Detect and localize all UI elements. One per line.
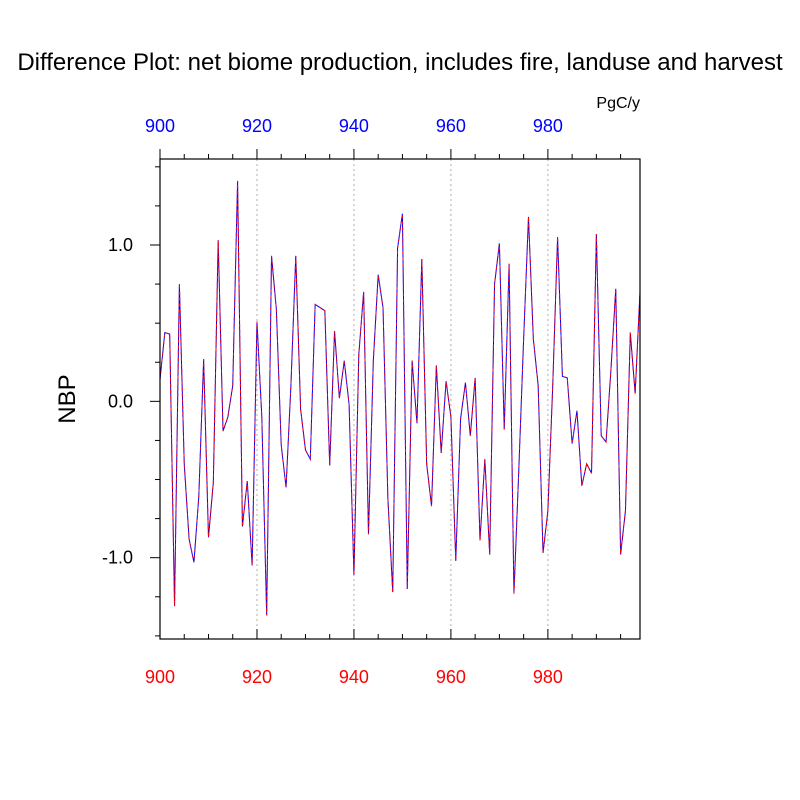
series-line-dashed bbox=[159, 180, 641, 616]
y-axis-label: NBP bbox=[54, 374, 81, 423]
x-tick-label-bottom: 940 bbox=[339, 667, 369, 687]
series-layer bbox=[159, 180, 641, 616]
units-label: PgC/y bbox=[596, 95, 640, 112]
x-tick-label-bottom: 980 bbox=[533, 667, 563, 687]
x-tick-label-top: 920 bbox=[242, 116, 272, 136]
x-tick-label-top: 960 bbox=[436, 116, 466, 136]
plot-frame bbox=[159, 158, 641, 640]
x-tick-label-top: 900 bbox=[145, 116, 175, 136]
x-tick-label-bottom: 920 bbox=[242, 667, 272, 687]
axis-ticks bbox=[150, 149, 622, 639]
series-line-solid bbox=[159, 180, 641, 616]
tick-labels: 900 900 920 920 940 940 960 960 980 980 -1.0 0.0 1.0 bbox=[102, 116, 563, 687]
chart-title: Difference Plot: net biome production, i… bbox=[17, 49, 783, 76]
x-tick-label-bottom: 960 bbox=[436, 667, 466, 687]
y-tick-label: 1.0 bbox=[108, 235, 133, 255]
x-tick-label-top: 980 bbox=[533, 116, 563, 136]
y-tick-label: -1.0 bbox=[102, 548, 133, 568]
y-tick-label: 0.0 bbox=[108, 391, 133, 411]
x-tick-label-top: 940 bbox=[339, 116, 369, 136]
x-tick-label-bottom: 900 bbox=[145, 667, 175, 687]
